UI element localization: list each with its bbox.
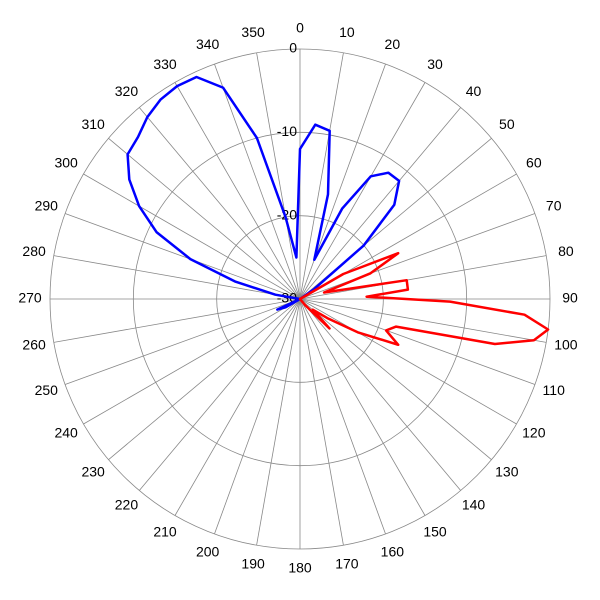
spoke-line	[299, 298, 344, 546]
angle-tick-label: 240	[54, 425, 78, 441]
angle-tick-label: 280	[22, 243, 46, 259]
spoke-line	[299, 298, 386, 535]
angle-tick-label: 260	[22, 337, 46, 353]
angle-tick-label: 120	[522, 425, 546, 441]
spoke-line	[174, 82, 301, 300]
angle-tick-label: 230	[81, 463, 105, 479]
grid-circle	[132, 131, 468, 467]
angle-tick-label: 290	[35, 197, 59, 213]
angle-tick-label: 330	[153, 56, 177, 72]
spoke-line	[53, 298, 301, 343]
angle-tick-label: 130	[495, 463, 519, 479]
spoke-line	[299, 298, 462, 491]
angle-tick-label: 150	[423, 524, 447, 540]
grid-circle	[49, 48, 551, 550]
angle-tick-label: 110	[543, 382, 566, 398]
spoke-line	[299, 298, 547, 343]
pattern-line	[298, 251, 550, 347]
angle-tick-label: 320	[115, 83, 139, 99]
angle-tick-label: 220	[115, 497, 139, 513]
spoke-line	[53, 255, 301, 300]
angle-tick-label: 270	[18, 290, 42, 306]
angle-tick-label: 90	[562, 290, 578, 306]
angle-tick-label: 160	[381, 543, 405, 559]
spoke-line	[299, 298, 536, 385]
angle-tick-label: 310	[81, 116, 105, 132]
angle-tick-label: 190	[241, 556, 265, 572]
spoke-line	[256, 52, 301, 300]
angle-tick-label: 300	[54, 155, 78, 171]
angle-tick-label: 140	[462, 497, 486, 513]
angle-tick-label: 30	[427, 56, 443, 72]
angle-tick-label: 350	[241, 24, 265, 40]
grid-circle	[216, 215, 384, 383]
spoke-line	[214, 63, 301, 300]
spoke-line	[138, 298, 301, 491]
r-tick-label: 0	[289, 40, 297, 56]
spoke-line	[299, 213, 536, 300]
spoke-line	[64, 298, 301, 385]
spoke-line	[83, 173, 301, 300]
angle-tick-label: 100	[554, 337, 578, 353]
r-tick-label: -10	[277, 123, 297, 139]
pattern-line	[126, 75, 401, 311]
spoke-line	[214, 298, 301, 535]
angle-tick-label: 50	[499, 116, 515, 132]
spoke-line	[299, 107, 462, 300]
angle-tick-label: 20	[385, 36, 401, 52]
spoke-line	[256, 298, 301, 546]
angle-tick-label: 40	[466, 83, 482, 99]
angle-tick-label: 70	[546, 197, 562, 213]
spoke-line	[108, 298, 301, 461]
spoke-line	[64, 213, 301, 300]
angle-tick-label: 180	[288, 560, 312, 576]
angle-tick-label: 250	[35, 382, 59, 398]
spoke-line	[299, 52, 344, 300]
angle-tick-label: 80	[558, 243, 574, 259]
angle-tick-label: 0	[296, 20, 304, 36]
angle-tick-label: 60	[526, 155, 542, 171]
spoke-line	[299, 255, 547, 300]
spoke-line	[174, 298, 301, 516]
spoke-line	[299, 298, 517, 425]
spoke-line	[299, 298, 492, 461]
angle-tick-label: 170	[335, 556, 359, 572]
angle-tick-label: 200	[196, 543, 220, 559]
spoke-line	[138, 107, 301, 300]
spoke-line	[83, 298, 301, 425]
angle-tick-label: 210	[153, 524, 177, 540]
spoke-line	[299, 298, 426, 516]
spoke-line	[299, 82, 426, 300]
angle-tick-label: 10	[339, 24, 355, 40]
angle-tick-label: 340	[196, 36, 220, 52]
spoke-line	[108, 137, 301, 300]
